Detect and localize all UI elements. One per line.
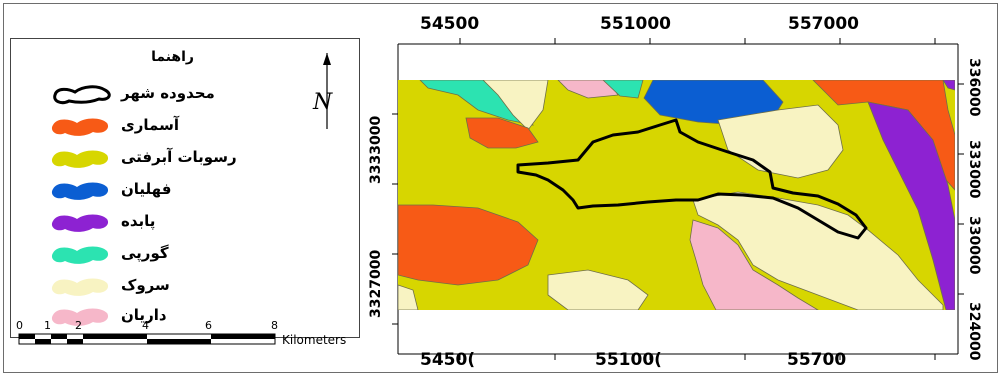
- legend-label: داریان: [121, 306, 167, 324]
- legend-title: راهنما: [151, 49, 194, 65]
- axis-bottom-tick: 55700: [787, 350, 847, 370]
- legend-label: سروک: [121, 276, 170, 294]
- legend-panel: راهنما N محدوده شهر آسماری رسوبات آبرفتی…: [10, 38, 360, 338]
- scale-tick-0: 0: [16, 319, 23, 332]
- axis-top-tick: 551000: [600, 14, 671, 34]
- legend-item-asmari: آسماری: [39, 115, 299, 137]
- legend-item-alluvium: رسوبات آبرفتی: [39, 147, 299, 169]
- sarvak-area: [398, 284, 419, 310]
- sarvak-area: [692, 191, 944, 310]
- scale-tick-2: 2: [75, 319, 82, 332]
- legend-item-sarvak: سروک: [39, 275, 299, 297]
- axis-top-tick: 557000: [788, 14, 859, 34]
- scale-tick-6: 6: [205, 319, 212, 332]
- dariyan-area: [689, 219, 819, 310]
- axis-left-tick: 3327000: [368, 249, 384, 318]
- legend-item-pabdeh: پابده: [39, 211, 299, 233]
- alluvium-swatch-icon: [51, 150, 109, 168]
- scale-tick-8: 8: [271, 319, 278, 332]
- north-arrow-icon: N: [299, 51, 349, 135]
- pabdeh-swatch-icon: [51, 214, 109, 232]
- axis-left-tick: 3333000: [368, 115, 384, 184]
- sarvak-area: [547, 269, 649, 310]
- legend-label: فهلیان: [121, 180, 172, 198]
- dariyan-swatch-icon: [51, 308, 109, 326]
- scale-tick-4: 4: [142, 319, 149, 332]
- scale-tick-1: 1: [44, 319, 51, 332]
- pabdeh-area: [867, 101, 955, 310]
- axis-top-tick: 54500: [420, 14, 480, 34]
- legend-item-gurpi: گورپی: [39, 243, 299, 265]
- sarvak-swatch-icon: [51, 278, 109, 296]
- axis-bottom-tick: 5450(: [420, 350, 476, 370]
- north-label: N: [312, 90, 333, 115]
- legend-label: پابده: [121, 212, 156, 230]
- gurpi-area: [602, 80, 644, 99]
- legend-item-city-boundary: محدوده شهر: [39, 83, 299, 105]
- pabdeh-area: [942, 80, 955, 91]
- gurpi-swatch-icon: [51, 246, 109, 264]
- legend-label: آسماری: [121, 116, 179, 134]
- asmari-area: [465, 117, 539, 149]
- legend-label: گورپی: [121, 244, 169, 262]
- scale-unit: Kilometers: [282, 333, 346, 347]
- fahliyan-swatch-icon: [51, 182, 109, 200]
- axis-bottom-tick: 55100(: [595, 350, 662, 370]
- asmari-swatch-icon: [51, 118, 109, 136]
- scale-bar: 0 1 2 4 6 8 Kilometers: [16, 318, 366, 358]
- legend-item-fahliyan: فهلیان: [39, 179, 299, 201]
- city-boundary: [516, 118, 868, 240]
- legend-item-dariyan: داریان: [39, 305, 299, 327]
- legend-label: رسوبات آبرفتی: [121, 148, 237, 166]
- map-frame: [3, 3, 998, 373]
- asmari-area: [398, 204, 539, 286]
- city-boundary-swatch-icon: [53, 85, 111, 105]
- legend-label: محدوده شهر: [121, 84, 215, 102]
- geology-map: [398, 80, 955, 310]
- dariyan-area: [557, 80, 619, 99]
